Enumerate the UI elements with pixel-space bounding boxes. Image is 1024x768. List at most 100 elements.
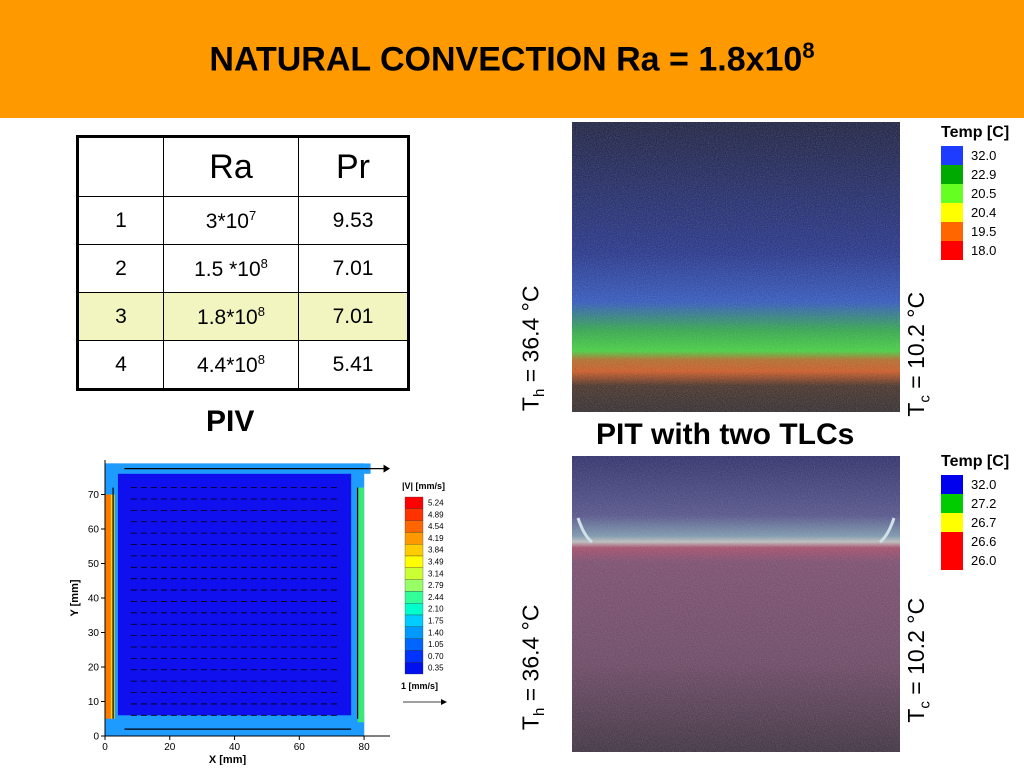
reference-vector-label: 1 [mm/s] (401, 681, 438, 691)
row-ra: 1.8*108 (163, 292, 299, 341)
colorbar-swatch (404, 614, 424, 627)
table-row: 1 3*107 9.53 (77, 196, 409, 245)
colorbar-label: 1.05 (428, 640, 444, 649)
legend-swatch (941, 513, 963, 532)
row-ra: 4.4*108 (163, 340, 299, 390)
legend-label: 20.5 (971, 186, 997, 201)
x-axis-label: X [mm] (209, 754, 247, 765)
colorbar-label: 4.19 (428, 534, 444, 543)
legend-label: 32.0 (971, 477, 997, 492)
colorbar-label: 5.24 (428, 499, 444, 508)
legend-entry: 22.9 (941, 165, 1009, 184)
colorbar-swatch (404, 579, 424, 592)
reference-vector-arrowhead (441, 699, 447, 705)
slide-title: NATURAL CONVECTION Ra = 1.8x108 (209, 38, 815, 79)
colorbar-swatch (404, 508, 424, 521)
colorbar-swatch (404, 555, 424, 568)
table-header-row: Ra Pr (77, 136, 409, 197)
table-row: 2 1.5 *108 7.01 (77, 244, 409, 293)
th-label-top: Th = 36.4 °C (517, 285, 549, 412)
colorbar-label: 2.10 (428, 605, 444, 614)
legend-entry: 19.5 (941, 222, 1009, 241)
tlc-photo-top (572, 122, 900, 412)
field-bottom-layer (105, 715, 365, 736)
legend-entry: 32.0 (941, 146, 1009, 165)
legend-entry: 18.0 (941, 241, 1009, 260)
colorbar-label: 0.70 (428, 652, 444, 661)
y-tick-label: 30 (88, 628, 100, 639)
y-tick-label: 70 (88, 490, 100, 501)
legend-entry: 26.0 (941, 551, 1009, 570)
colorbar-label: 0.35 (428, 664, 444, 673)
header-cell-ra: Ra (163, 136, 299, 197)
legend-label: 26.6 (971, 534, 997, 549)
y-tick-label: 0 (93, 732, 99, 743)
tlc-photo-bottom (572, 456, 900, 752)
y-tick-label: 60 (88, 525, 100, 536)
y-tick-label: 20 (88, 663, 100, 674)
legend-label: 32.0 (971, 148, 997, 163)
x-tick-label: 80 (359, 742, 371, 753)
colorbar-label: 4.89 (428, 510, 444, 519)
row-id: 1 (77, 196, 164, 245)
legend-swatch (941, 475, 963, 494)
legend-swatch (941, 551, 963, 570)
legend-entry: 26.7 (941, 513, 1009, 532)
legend-swatch (941, 203, 963, 222)
colorbar-swatch (404, 662, 424, 675)
legend-label: 22.9 (971, 167, 997, 182)
x-tick-label: 60 (294, 742, 306, 753)
legend-entry: 32.0 (941, 475, 1009, 494)
row-pr: 7.01 (298, 244, 409, 293)
colorbar-swatch (404, 567, 424, 580)
piv-label: PIV (206, 405, 255, 438)
legend-swatch (941, 184, 963, 203)
legend-swatch (941, 165, 963, 184)
title-bar (0, 0, 1024, 118)
legend-label: 18.0 (971, 243, 997, 258)
y-tick-label: 50 (88, 559, 100, 570)
y-axis-label: Y [mm] (69, 579, 81, 616)
colorbar-swatch (404, 532, 424, 545)
colorbar-swatch (404, 626, 424, 639)
colorbar-label: 3.84 (428, 546, 444, 555)
piv-plot: 0 20 40 60 80 0 10 20 30 40 50 60 70 X [mm] Y [mm] |V|… (69, 460, 447, 765)
colorbar-swatch (404, 591, 424, 604)
row-pr: 7.01 (298, 292, 409, 341)
legend-entry: 20.5 (941, 184, 1009, 203)
parameter-table: Ra Pr 1 3*107 9.53 2 1.5 *108 7.01 3 1.8… (76, 135, 410, 391)
tc-label-bottom: Tc = 10.2 °C (903, 597, 934, 723)
colorbar-label: 3.49 (428, 558, 444, 567)
temp-legend-bottom: Temp [C] 32.0 27.2 26.7 26.6 26.0 (941, 453, 1009, 570)
colorbar-swatch (404, 638, 424, 651)
colorbar-label: 4.54 (428, 522, 444, 531)
header-cell-empty (77, 136, 164, 197)
header-cell-pr: Pr (298, 136, 409, 197)
legend-label: 26.0 (971, 553, 997, 568)
legend-entry: 20.4 (941, 203, 1009, 222)
y-tick-label: 40 (88, 594, 100, 605)
colorbar-label: 2.44 (428, 593, 444, 602)
legend-title: Temp [C] (941, 124, 1010, 141)
colorbar-swatch (404, 520, 424, 533)
x-tick-label: 40 (229, 742, 241, 753)
colorbar-label: 1.40 (428, 628, 444, 637)
colorbar-swatch (404, 650, 424, 663)
row-id: 3 (77, 292, 164, 341)
field-right-cool (357, 487, 365, 723)
table-row: 4 4.4*108 5.41 (77, 340, 409, 390)
tc-label-top: Tc = 10.2 °C (903, 291, 934, 417)
colorbar-swatch (404, 544, 424, 557)
legend-title: Temp [C] (941, 453, 1010, 470)
legend-label: 27.2 (971, 496, 997, 511)
row-ra: 3*107 (163, 196, 299, 245)
legend-entry: 26.6 (941, 532, 1009, 551)
legend-swatch (941, 241, 963, 260)
legend-label: 19.5 (971, 224, 997, 239)
legend-swatch (941, 146, 963, 165)
legend-entry: 27.2 (941, 494, 1009, 513)
th-label-bottom: Th = 36.4 °C (517, 604, 549, 731)
temp-legend-top: Temp [C] 32.0 22.9 20.5 20.4 19.5 18.0 (941, 124, 1009, 260)
legend-swatch (941, 532, 963, 551)
flow-top-arrowhead (383, 464, 390, 473)
